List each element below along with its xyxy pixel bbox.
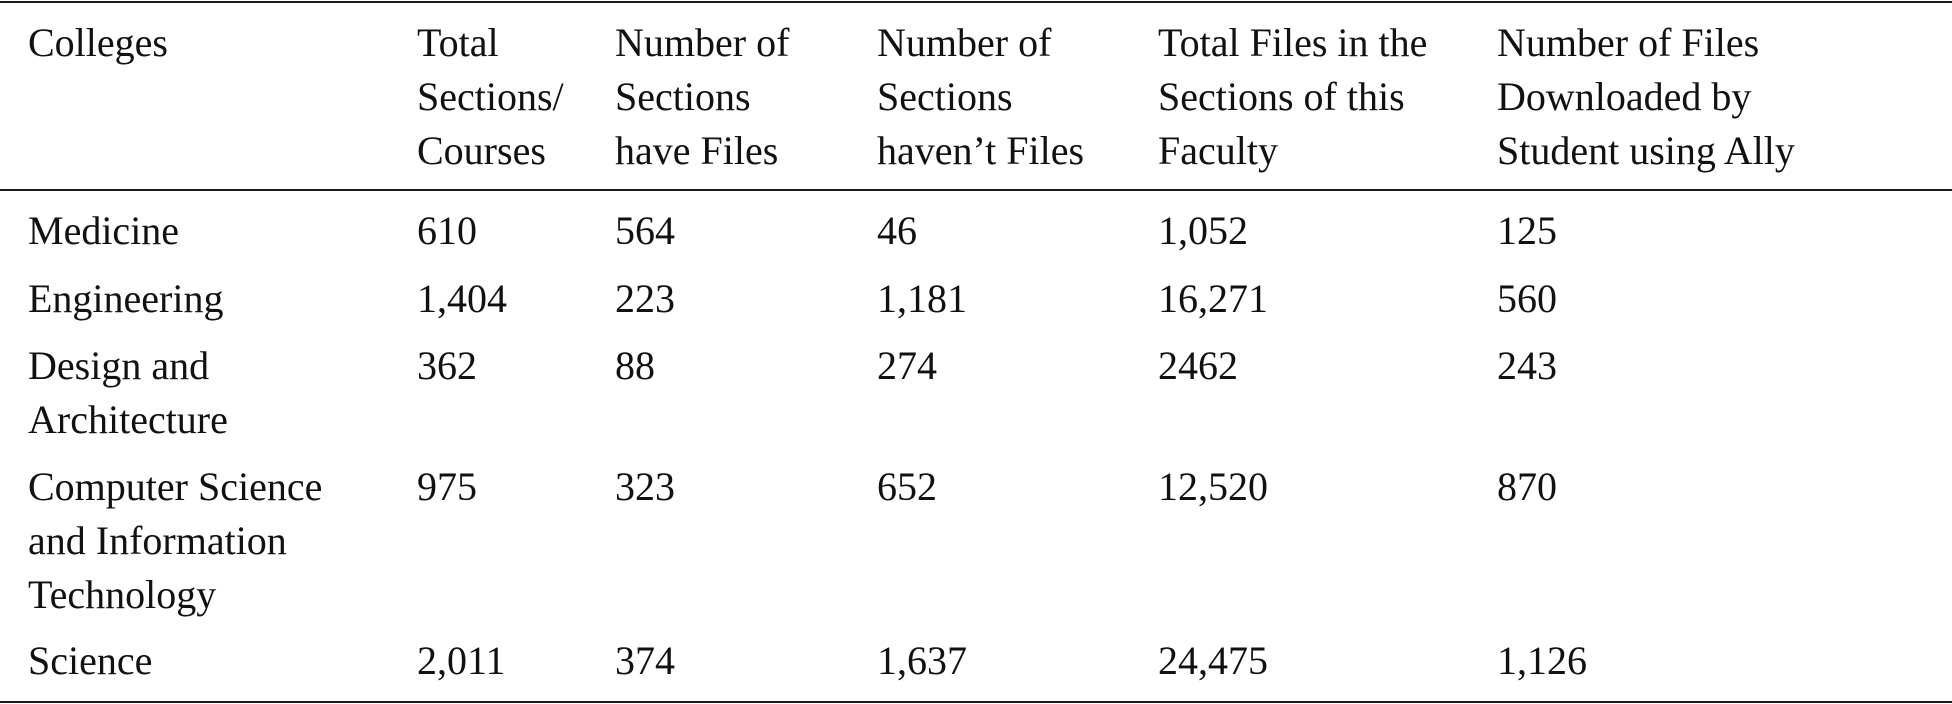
table-bottom-rule [0,701,1952,703]
cell-files-downloaded: 560 [1497,276,1557,321]
cell-files-downloaded: 870 [1497,464,1557,509]
cell-total-files: 1,052 [1158,208,1248,253]
header-sections-have-files: Number of Sections have Files [615,20,790,173]
cell-college: Design and Architecture [28,343,228,442]
cell-sections-havent-files: 46 [877,208,917,253]
cell-sections-have-files: 374 [615,638,675,683]
cell-college: Medicine [28,208,180,253]
cell-sections-have-files: 88 [615,343,655,388]
cell-total-files: 24,475 [1158,638,1268,683]
cell-college: Computer Science and Information Technol… [28,464,323,617]
header-total-sections: Total Sections/ Courses [417,20,564,173]
cell-sections-havent-files: 1,637 [877,638,967,683]
cell-total-sections: 610 [417,208,477,253]
cell-total-sections: 1,404 [417,276,507,321]
cell-total-sections: 975 [417,464,477,509]
cell-files-downloaded: 125 [1497,208,1557,253]
cell-sections-have-files: 564 [615,208,675,253]
cell-college: Engineering [28,276,224,321]
header-files-downloaded: Number of Files Downloaded by Student us… [1497,20,1795,173]
cell-total-files: 12,520 [1158,464,1268,509]
table-header-rule [0,189,1952,191]
cell-sections-havent-files: 652 [877,464,937,509]
header-sections-havent-files: Number of Sections haven’t Files [877,20,1085,173]
table-top-rule [0,1,1952,3]
header-total-files: Total Files in the Sections of this Facu… [1158,20,1428,173]
cell-total-files: 16,271 [1158,276,1268,321]
cell-total-sections: 2,011 [417,638,506,683]
cell-total-files: 2462 [1158,343,1238,388]
header-colleges: Colleges [28,20,168,65]
cell-files-downloaded: 1,126 [1497,638,1587,683]
cell-sections-have-files: 223 [615,276,675,321]
cell-college: Science [28,638,153,683]
cell-files-downloaded: 243 [1497,343,1557,388]
cell-sections-havent-files: 1,181 [877,276,967,321]
cell-total-sections: 362 [417,343,477,388]
cell-sections-have-files: 323 [615,464,675,509]
cell-sections-havent-files: 274 [877,343,937,388]
